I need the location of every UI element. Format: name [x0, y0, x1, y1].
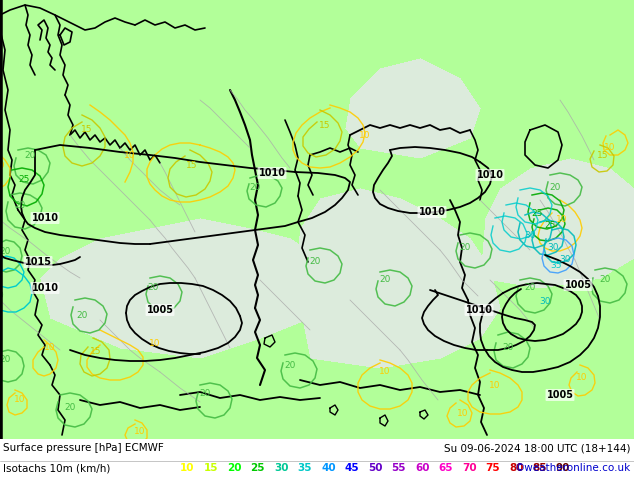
Text: 20: 20	[249, 183, 261, 193]
Text: 35: 35	[297, 464, 312, 473]
Text: 10: 10	[576, 373, 588, 383]
Text: 10: 10	[457, 409, 469, 417]
Text: 1005: 1005	[564, 280, 592, 290]
Text: 20: 20	[0, 247, 11, 256]
Text: 1010: 1010	[477, 170, 503, 180]
Text: 10: 10	[359, 130, 371, 140]
Text: 1010: 1010	[418, 207, 446, 217]
Text: 20: 20	[15, 200, 26, 210]
Text: ©weatheronline.co.uk: ©weatheronline.co.uk	[515, 464, 631, 473]
Text: 1005: 1005	[547, 390, 574, 400]
Text: 15: 15	[81, 125, 93, 134]
Text: 25: 25	[545, 220, 555, 229]
Text: 15: 15	[204, 464, 218, 473]
Text: 10: 10	[556, 216, 568, 224]
Text: 30: 30	[274, 464, 288, 473]
Text: 10: 10	[180, 464, 195, 473]
Text: 20: 20	[284, 361, 295, 369]
Text: 1010: 1010	[259, 168, 285, 178]
Text: Surface pressure [hPa] ECMWF: Surface pressure [hPa] ECMWF	[3, 443, 164, 453]
Text: 25: 25	[250, 464, 265, 473]
Text: 10: 10	[149, 340, 161, 348]
Text: Su 09-06-2024 18:00 UTC (18+144): Su 09-06-2024 18:00 UTC (18+144)	[444, 443, 631, 453]
Text: 20: 20	[309, 258, 321, 267]
Text: 1010: 1010	[465, 305, 493, 315]
Text: 10: 10	[489, 381, 501, 390]
Text: 1015: 1015	[25, 257, 51, 267]
Text: 30: 30	[559, 255, 571, 265]
Text: 20: 20	[549, 183, 560, 193]
Text: 20: 20	[227, 464, 242, 473]
Text: 10: 10	[134, 427, 146, 437]
Text: 30: 30	[540, 297, 551, 307]
Text: 75: 75	[486, 464, 500, 473]
Text: 10: 10	[604, 144, 616, 152]
Text: 15: 15	[90, 347, 101, 357]
Text: 70: 70	[462, 464, 477, 473]
Text: 20: 20	[524, 284, 536, 293]
Text: 10: 10	[0, 161, 6, 170]
Text: 20: 20	[76, 311, 87, 319]
Text: 80: 80	[509, 464, 524, 473]
Text: 50: 50	[368, 464, 382, 473]
Text: 65: 65	[439, 464, 453, 473]
Text: 15: 15	[597, 151, 609, 161]
Text: 60: 60	[415, 464, 429, 473]
Text: 20: 20	[199, 389, 210, 397]
Text: 15: 15	[186, 161, 198, 170]
Text: 30: 30	[547, 243, 559, 251]
Text: 40: 40	[321, 464, 335, 473]
Text: 1010: 1010	[32, 283, 58, 293]
Text: 10: 10	[44, 343, 56, 351]
Text: 30: 30	[524, 230, 536, 240]
Text: 20: 20	[502, 343, 514, 352]
Text: 10: 10	[14, 395, 26, 405]
Text: 35: 35	[550, 261, 562, 270]
Text: 20: 20	[147, 284, 158, 293]
Text: 15: 15	[320, 121, 331, 129]
Text: 20: 20	[599, 275, 611, 285]
Text: 25: 25	[18, 175, 30, 185]
Text: 55: 55	[392, 464, 406, 473]
Text: 45: 45	[344, 464, 359, 473]
Text: 1010: 1010	[32, 213, 58, 223]
Text: 20: 20	[459, 244, 470, 252]
Text: 20: 20	[0, 356, 11, 365]
Text: 0: 0	[0, 291, 3, 299]
Text: 10: 10	[379, 368, 391, 376]
Text: 10: 10	[124, 150, 136, 160]
Text: 25: 25	[531, 209, 543, 218]
Text: Isotachs 10m (km/h): Isotachs 10m (km/h)	[3, 464, 110, 473]
Text: 90: 90	[556, 464, 571, 473]
Text: 20: 20	[379, 275, 391, 285]
Text: 1005: 1005	[146, 305, 174, 315]
Text: 20: 20	[24, 150, 36, 160]
Text: 20: 20	[64, 403, 75, 413]
Text: 85: 85	[533, 464, 547, 473]
